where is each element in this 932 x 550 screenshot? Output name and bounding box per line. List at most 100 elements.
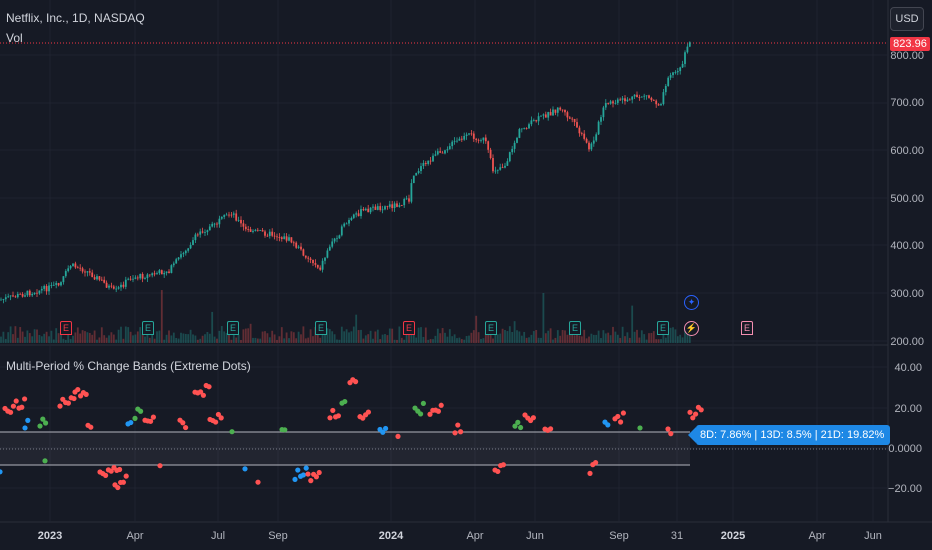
earnings-badge[interactable]: E [315,321,327,335]
volume-bar [400,337,403,343]
candle-body [535,120,538,122]
candle-body [547,112,550,118]
volume-bar [578,335,581,343]
candle-body [93,277,96,280]
volume-bar [74,332,77,343]
volume-bar [24,336,26,343]
currency-button[interactable]: USD [890,7,924,31]
volume-bar [249,323,252,343]
candle-body [638,97,641,98]
candle-body [420,166,422,172]
volume-bar [254,337,257,343]
extreme-dot [295,467,301,473]
candle-body [511,148,514,153]
candle-body [480,140,482,142]
volume-bar [571,327,574,343]
volume-bar [568,333,571,343]
volume-bar [542,293,545,343]
volume-bar [156,331,158,343]
candle-body [242,223,245,227]
volume-bar [338,339,341,343]
volume-bar [525,337,528,343]
volume-bar [489,331,492,343]
candle-body [177,257,180,260]
candle-body [602,107,605,118]
candle-body [542,114,545,116]
volume-bar [232,331,235,343]
volume-bar [496,334,499,343]
volume-bar [475,315,478,343]
volume-bar [12,334,14,343]
volume-bar [592,334,595,343]
candle-body [489,149,492,159]
volume-bar [573,335,576,343]
extreme-dot [593,460,599,466]
extreme-dot [200,392,206,398]
volume-bar [36,329,38,343]
candle-body [225,214,228,216]
volume-bar [530,334,533,343]
extreme-dot [458,429,464,435]
candle-body [175,259,178,264]
candle-body [463,135,466,140]
candle-body [508,152,511,162]
volume-bar [26,330,29,343]
volume-bar [612,326,614,343]
time-label: 31 [670,530,684,542]
extreme-dot [455,422,461,428]
volume-bar [187,334,190,343]
extreme-dot [418,411,424,417]
candle-body [16,293,19,298]
candle-body [676,71,679,73]
candle-body [381,209,384,211]
candle-body [530,120,533,125]
candle-body [441,152,444,154]
extreme-dot [668,431,674,437]
extreme-dot [183,424,189,431]
earnings-badge[interactable]: E [485,321,497,335]
candle-body [384,206,386,210]
volume-bar [540,337,542,343]
candle-body [168,271,170,273]
candle-body [45,285,48,292]
candle-body [458,138,461,141]
candle-body [355,213,358,215]
volume-bar [544,333,547,343]
candle-body [290,237,293,243]
lightning-icon[interactable]: ⚡ [684,321,699,336]
extreme-dot [128,419,134,426]
candle-body [422,163,425,167]
candle-body [496,169,499,171]
earnings-badge[interactable]: E [741,321,753,335]
volume-bar [381,334,384,343]
volume-bar [57,333,60,343]
candle-body [139,273,142,279]
earnings-badge[interactable]: E [403,321,415,335]
candle-body [134,277,137,279]
extreme-dot [618,419,624,425]
candle-body [403,199,406,206]
volume-bar [132,335,134,343]
volume-bar [535,329,538,343]
earnings-badge[interactable]: E [60,321,72,335]
candle-body [477,139,480,141]
volume-bar [2,331,5,343]
candle-body [52,284,55,286]
earnings-badge[interactable]: E [569,321,581,335]
volume-bar [408,328,410,343]
volume-bar [211,311,214,343]
earnings-badge[interactable]: E [657,321,669,335]
earnings-badge[interactable]: E [142,321,154,335]
candle-body [2,299,5,300]
earnings-badge[interactable]: E [227,321,239,335]
candle-body [367,208,370,213]
volume-bar [357,330,360,343]
candle-body [621,98,624,100]
volume-bar [506,331,509,343]
star-icon[interactable]: ✦ [684,295,699,310]
volume-bar [33,329,36,343]
extreme-dot [42,458,48,464]
volume-bar [170,335,173,343]
price-tick: 600.00 [890,145,924,157]
